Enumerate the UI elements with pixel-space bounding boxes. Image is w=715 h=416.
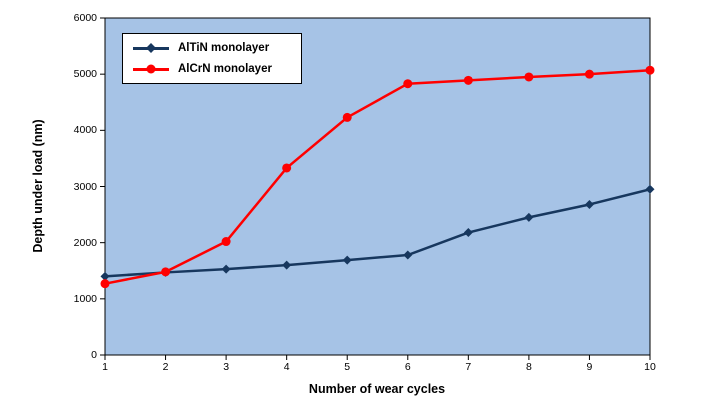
x-tick-label: 8 bbox=[525, 361, 532, 373]
y-tick-label: 6000 bbox=[73, 12, 97, 24]
x-tick-label: 7 bbox=[465, 361, 472, 373]
data-point bbox=[584, 199, 594, 209]
legend-swatch-alcrn bbox=[133, 64, 169, 74]
y-tick-label: 5000 bbox=[73, 68, 97, 81]
x-tick-label: 10 bbox=[644, 361, 656, 373]
data-point bbox=[100, 271, 110, 281]
x-tick-label: 5 bbox=[344, 361, 351, 373]
x-axis-title: Number of wear cycles bbox=[308, 382, 446, 396]
y-tick-label: 4000 bbox=[73, 124, 97, 137]
y-tick-label: 2000 bbox=[73, 236, 97, 249]
data-point bbox=[403, 250, 413, 260]
data-point bbox=[524, 212, 534, 222]
y-axis-title: Depth under load (nm) bbox=[31, 119, 45, 253]
data-point bbox=[463, 228, 473, 238]
y-tick-label: 0 bbox=[91, 349, 97, 361]
data-point bbox=[463, 75, 473, 85]
diamond-marker-icon bbox=[146, 43, 156, 53]
series-line-1 bbox=[104, 68, 651, 285]
data-point bbox=[100, 279, 110, 289]
x-tick-label: 3 bbox=[223, 361, 230, 373]
data-point bbox=[584, 69, 594, 79]
y-tick-label: 3000 bbox=[73, 180, 97, 193]
x-tick-label: 6 bbox=[404, 361, 411, 373]
data-point bbox=[645, 65, 655, 75]
x-tick-label: 2 bbox=[162, 361, 169, 373]
data-point bbox=[282, 163, 292, 173]
legend-label-altin: AlTiN monolayer bbox=[178, 42, 270, 54]
legend-item-altin: AlTiN monolayer bbox=[133, 42, 291, 54]
x-tick-label: 4 bbox=[283, 361, 290, 373]
data-point bbox=[161, 267, 171, 277]
x-tick-label: 9 bbox=[586, 361, 593, 373]
legend: AlTiN monolayer AlCrN monolayer bbox=[122, 33, 302, 84]
data-point bbox=[645, 184, 655, 194]
legend-swatch-altin bbox=[133, 43, 169, 53]
x-tick-label: 1 bbox=[102, 361, 108, 373]
series-line-0 bbox=[104, 188, 651, 278]
legend-item-alcrn: AlCrN monolayer bbox=[133, 63, 291, 75]
data-point bbox=[403, 79, 413, 89]
circle-marker-icon bbox=[146, 64, 156, 74]
y-tick-label: 1000 bbox=[73, 292, 97, 305]
data-point bbox=[342, 112, 352, 122]
data-point bbox=[524, 72, 534, 82]
data-point bbox=[221, 264, 231, 274]
data-point bbox=[342, 255, 352, 265]
data-point bbox=[282, 260, 292, 270]
legend-label-alcrn: AlCrN monolayer bbox=[178, 63, 272, 75]
data-point bbox=[221, 237, 231, 247]
